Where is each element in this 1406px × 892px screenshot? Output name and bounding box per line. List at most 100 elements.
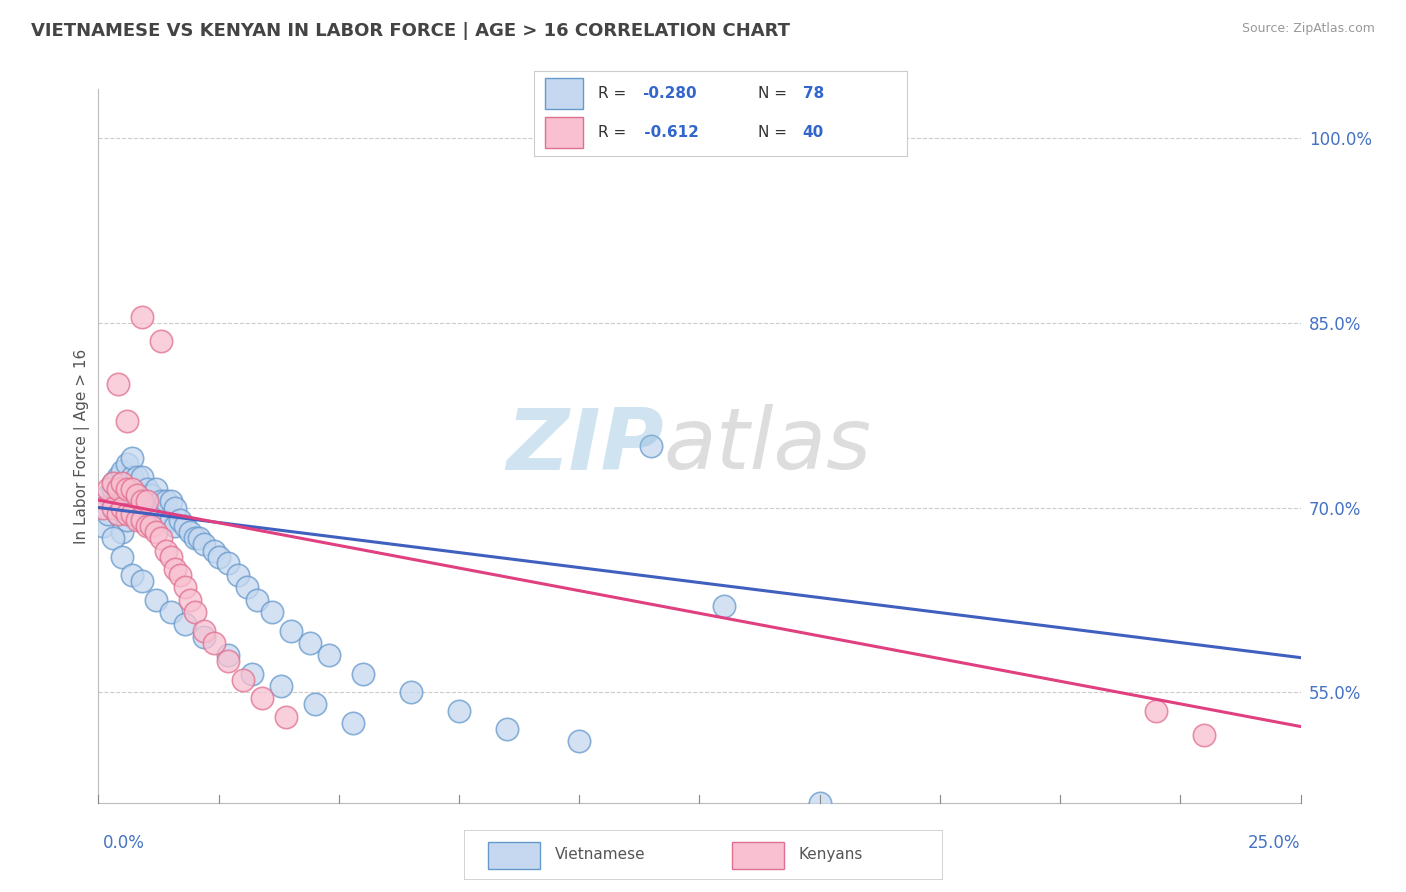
Point: [107, 507, 129, 521]
Point: [342, 715, 364, 730]
Point: [179, 592, 201, 607]
Point: [101, 500, 124, 515]
Point: [174, 617, 197, 632]
Point: [145, 592, 167, 607]
Point: [174, 581, 197, 595]
Point: [131, 574, 153, 589]
Point: [101, 531, 124, 545]
Text: Kenyans: Kenyans: [799, 847, 863, 862]
Point: [141, 507, 163, 521]
Point: [169, 568, 191, 582]
Point: [496, 722, 519, 736]
Point: [240, 666, 263, 681]
Point: [111, 549, 134, 564]
Point: [111, 525, 134, 540]
Point: [131, 469, 153, 483]
Point: [352, 666, 374, 681]
Point: [193, 630, 215, 644]
Text: 25.0%: 25.0%: [1249, 834, 1301, 852]
Point: [149, 507, 172, 521]
Text: ZIP: ZIP: [506, 404, 664, 488]
Point: [298, 636, 321, 650]
Point: [117, 414, 139, 428]
Point: [97, 488, 120, 502]
Point: [149, 494, 172, 508]
Point: [107, 469, 129, 483]
Point: [121, 482, 143, 496]
Point: [217, 648, 239, 662]
Point: [131, 494, 153, 508]
Point: [141, 488, 163, 502]
Point: [91, 500, 114, 515]
Point: [226, 568, 249, 582]
Point: [808, 796, 831, 810]
Point: [91, 519, 114, 533]
Point: [174, 519, 197, 533]
Text: R =: R =: [598, 125, 631, 140]
Point: [250, 691, 273, 706]
Point: [111, 482, 134, 496]
Point: [183, 605, 205, 619]
Point: [165, 562, 187, 576]
Point: [111, 500, 134, 515]
Point: [232, 673, 254, 687]
Text: -0.280: -0.280: [643, 86, 697, 101]
Point: [149, 531, 172, 545]
FancyBboxPatch shape: [546, 117, 582, 147]
Point: [125, 488, 148, 502]
Point: [121, 507, 143, 521]
Point: [121, 469, 143, 483]
Point: [304, 698, 326, 712]
Point: [159, 605, 181, 619]
Text: -0.612: -0.612: [638, 125, 699, 140]
Point: [208, 549, 231, 564]
Text: Vietnamese: Vietnamese: [555, 847, 645, 862]
Text: atlas: atlas: [664, 404, 872, 488]
Point: [145, 482, 167, 496]
Point: [117, 507, 139, 521]
Point: [1194, 728, 1216, 742]
Point: [101, 500, 124, 515]
FancyBboxPatch shape: [731, 842, 785, 869]
Point: [260, 605, 283, 619]
Point: [117, 494, 139, 508]
Point: [145, 525, 167, 540]
Point: [640, 439, 662, 453]
Text: VIETNAMESE VS KENYAN IN LABOR FORCE | AGE > 16 CORRELATION CHART: VIETNAMESE VS KENYAN IN LABOR FORCE | AG…: [31, 22, 790, 40]
Point: [193, 624, 215, 638]
Text: 0.0%: 0.0%: [103, 834, 145, 852]
Point: [447, 704, 470, 718]
Point: [149, 334, 172, 349]
Point: [135, 519, 157, 533]
Point: [713, 599, 735, 613]
Point: [246, 592, 269, 607]
Point: [217, 654, 239, 668]
Point: [101, 482, 124, 496]
Point: [131, 488, 153, 502]
Point: [155, 494, 177, 508]
Point: [145, 507, 167, 521]
Point: [117, 475, 139, 490]
Point: [135, 500, 157, 515]
Point: [155, 513, 177, 527]
Point: [125, 469, 148, 483]
Point: [318, 648, 340, 662]
Point: [169, 513, 191, 527]
Point: [274, 709, 297, 723]
Point: [101, 475, 124, 490]
Point: [183, 531, 205, 545]
Point: [111, 464, 134, 478]
Point: [188, 531, 211, 545]
Point: [155, 543, 177, 558]
Point: [141, 519, 163, 533]
Text: 78: 78: [803, 86, 824, 101]
Text: Source: ZipAtlas.com: Source: ZipAtlas.com: [1241, 22, 1375, 36]
Text: R =: R =: [598, 86, 631, 101]
Point: [399, 685, 422, 699]
Point: [117, 458, 139, 472]
Point: [101, 475, 124, 490]
Point: [125, 488, 148, 502]
Point: [121, 488, 143, 502]
Point: [159, 549, 181, 564]
Point: [111, 475, 134, 490]
